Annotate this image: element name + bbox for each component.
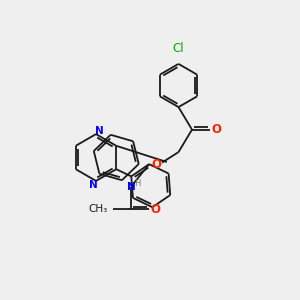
Text: Cl: Cl [173, 42, 184, 55]
Text: N: N [88, 179, 98, 190]
Text: CH₃: CH₃ [88, 204, 108, 214]
Text: O: O [152, 158, 162, 171]
Text: N: N [127, 182, 136, 192]
Text: H: H [134, 178, 141, 188]
Text: O: O [212, 123, 222, 136]
Text: N: N [94, 125, 103, 136]
Text: O: O [151, 203, 161, 216]
